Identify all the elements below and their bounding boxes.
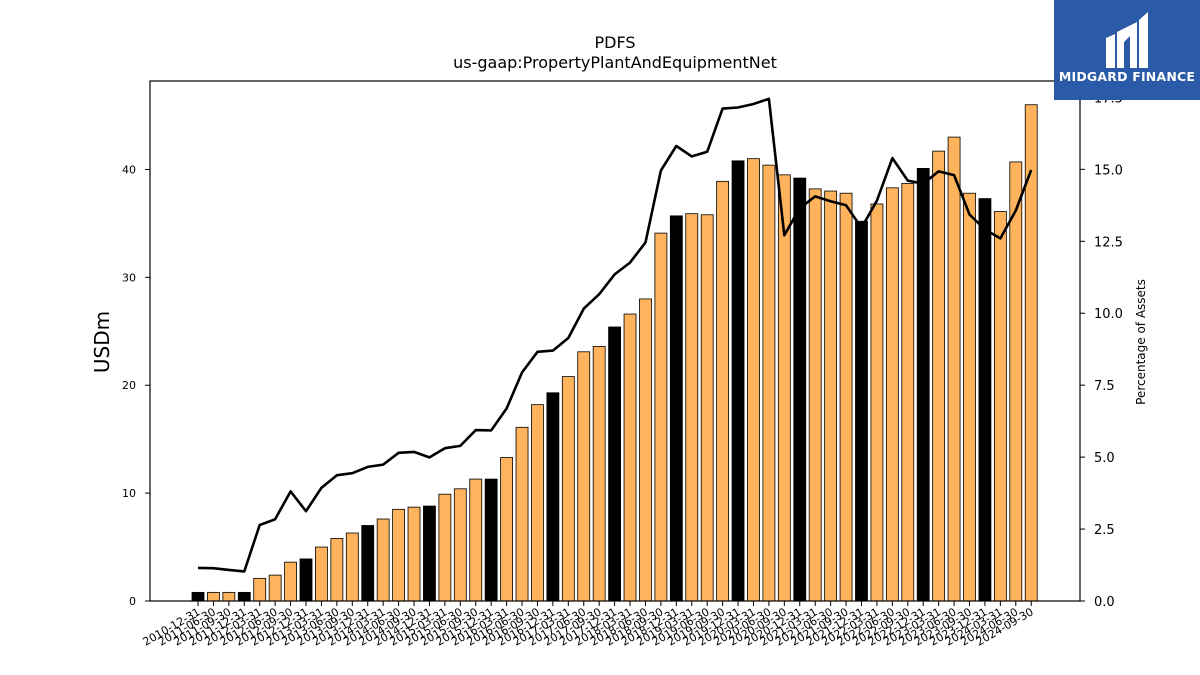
bar bbox=[731, 160, 745, 602]
y2-tick-label: 10.0 bbox=[1094, 307, 1123, 322]
bar bbox=[284, 561, 297, 602]
y-tick-label: 0 bbox=[129, 595, 136, 608]
bar bbox=[315, 546, 328, 602]
bar bbox=[747, 158, 760, 602]
bar bbox=[808, 188, 822, 602]
bar bbox=[947, 136, 961, 602]
bar bbox=[685, 213, 699, 602]
bar bbox=[191, 591, 205, 602]
bar bbox=[639, 298, 652, 602]
y2-tick-label: 7.5 bbox=[1094, 379, 1115, 394]
bar bbox=[700, 214, 714, 602]
bar bbox=[916, 167, 930, 602]
bar bbox=[438, 493, 452, 602]
y-axis-label: USDm bbox=[90, 311, 114, 373]
bar bbox=[592, 345, 606, 602]
bar bbox=[392, 508, 405, 602]
bar bbox=[762, 164, 776, 602]
y-tick-label: 40 bbox=[122, 163, 136, 176]
bar bbox=[993, 211, 1007, 602]
bar bbox=[268, 574, 282, 602]
bar bbox=[885, 187, 899, 602]
bar bbox=[515, 426, 529, 602]
bar bbox=[577, 351, 591, 602]
bar bbox=[654, 232, 668, 602]
bar bbox=[901, 183, 915, 602]
bar bbox=[623, 313, 637, 602]
bars-group bbox=[191, 104, 1038, 602]
y-tick-label: 20 bbox=[122, 379, 136, 392]
y-tick-label: 10 bbox=[122, 487, 136, 500]
bar bbox=[361, 525, 375, 602]
y2-tick-label: 0.0 bbox=[1094, 595, 1115, 610]
bar bbox=[469, 478, 483, 602]
bar bbox=[669, 215, 683, 602]
y2-tick-label: 5.0 bbox=[1094, 451, 1115, 466]
bar bbox=[824, 190, 838, 602]
bar bbox=[345, 532, 359, 602]
bar bbox=[839, 192, 853, 602]
bar bbox=[855, 220, 868, 602]
bar bbox=[407, 506, 421, 602]
chart-subtitle: us-gaap:PropertyPlantAndEquipmentNet bbox=[453, 53, 777, 72]
bar bbox=[330, 538, 344, 602]
bar bbox=[870, 203, 884, 602]
bar bbox=[978, 198, 992, 602]
bar bbox=[546, 392, 560, 602]
bar bbox=[531, 404, 544, 602]
bar bbox=[484, 478, 498, 602]
y2-tick-label: 2.5 bbox=[1094, 523, 1115, 538]
series-line bbox=[197, 97, 1033, 573]
bar bbox=[253, 577, 267, 602]
bar bbox=[793, 177, 807, 602]
bar bbox=[376, 518, 390, 602]
axes-group: 0102030400.02.55.07.510.012.515.017.5201… bbox=[122, 80, 1123, 649]
y2-axis-label: Percentage of Assets bbox=[1134, 279, 1148, 405]
y2-tick-label: 12.5 bbox=[1094, 235, 1123, 250]
bar bbox=[500, 457, 514, 602]
line-group bbox=[197, 97, 1033, 573]
bar bbox=[932, 150, 946, 602]
bar bbox=[453, 488, 467, 602]
bar bbox=[423, 505, 436, 602]
bar bbox=[608, 326, 622, 602]
bar bbox=[561, 376, 575, 602]
logo-text: MIDGARD FINANCE bbox=[1058, 69, 1196, 84]
brand-logo: MIDGARD FINANCE bbox=[1054, 0, 1200, 100]
bar bbox=[963, 192, 976, 602]
bar bbox=[222, 591, 236, 602]
chart-title: PDFS bbox=[594, 33, 635, 52]
bar bbox=[716, 180, 730, 602]
midgard-logo-icon bbox=[1106, 12, 1148, 68]
bar bbox=[207, 591, 220, 602]
bar bbox=[1009, 161, 1023, 602]
bar bbox=[777, 174, 791, 602]
bar bbox=[299, 558, 313, 602]
bar bbox=[237, 591, 251, 602]
y2-tick-label: 15.0 bbox=[1094, 163, 1123, 178]
y-tick-label: 30 bbox=[122, 271, 136, 284]
